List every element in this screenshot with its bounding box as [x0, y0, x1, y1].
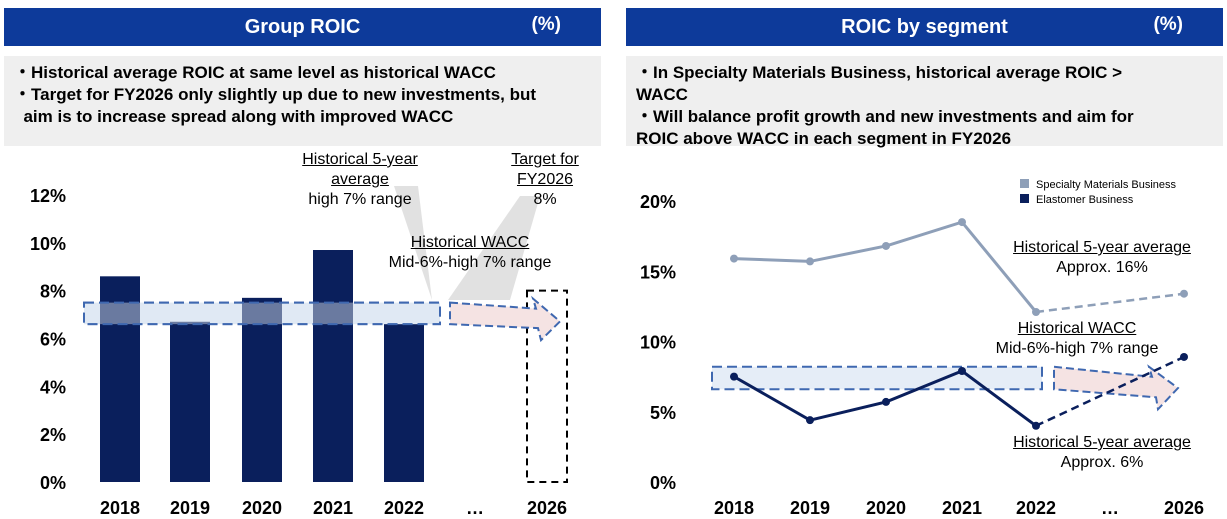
x-tick-label: 2021	[942, 498, 982, 518]
x-tick-label: 2020	[242, 498, 282, 518]
bar	[242, 297, 282, 482]
right-elastomer-avg-annotation: Historical 5-year average Approx. 6%	[982, 433, 1222, 473]
data-point	[1180, 289, 1188, 298]
y-tick-label: 2%	[40, 425, 66, 445]
segment-roic-title: ROIC by segment	[841, 16, 1008, 38]
data-point	[806, 416, 814, 425]
y-tick-label: 10%	[30, 234, 66, 254]
callout-pointer	[448, 196, 540, 300]
wacc-band	[711, 365, 1043, 391]
data-point	[730, 372, 738, 381]
callout-pointer	[394, 186, 432, 300]
y-tick-label: 0%	[40, 473, 66, 493]
y-tick-label: 10%	[640, 333, 676, 353]
bar	[100, 276, 140, 482]
x-tick-label: 2026	[1164, 498, 1204, 518]
y-tick-label: 6%	[40, 330, 66, 350]
y-tick-label: 8%	[40, 282, 66, 302]
x-tick-label: 2020	[866, 498, 906, 518]
data-point	[1180, 352, 1188, 361]
summary-bullet: ・In Specialty Materials Business, histor…	[636, 63, 1123, 104]
annot-text: Mid-6%-high 7% range	[995, 340, 1159, 357]
group-roic-title: Group ROIC	[244, 16, 361, 38]
annot-text: Historical 5-year average	[1013, 239, 1191, 256]
data-point	[730, 254, 738, 263]
target-bar	[526, 289, 568, 483]
data-point	[882, 241, 890, 250]
data-point	[882, 397, 890, 406]
annot-text: average	[331, 171, 389, 188]
segment-roic-panel: ROIC by segment (%) ・In Specialty Materi…	[622, 0, 1227, 519]
bar	[170, 321, 210, 482]
x-tick-label: 2018	[714, 498, 754, 518]
legend-swatch	[1020, 194, 1029, 203]
segment-roic-unit: (%)	[1153, 14, 1183, 35]
group-roic-chart: 0% 2% 4% 6% 8% 10% 12% 2018 2019 2020 2021 2022 … 202…	[30, 186, 568, 518]
x-tick-label: 2019	[170, 498, 210, 518]
segment-roic-summary: ・In Specialty Materials Business, histor…	[626, 56, 1223, 148]
segment-roic-chart: 0% 5% 10% 15% 20% Specialty Materials Busines…	[640, 179, 1204, 518]
trend-arrow	[449, 295, 562, 343]
legend-label: Specialty Materials Business	[1036, 179, 1177, 191]
y-tick-label: 5%	[650, 403, 676, 423]
x-tick-label: 2026	[527, 498, 567, 518]
wacc-band-overlay	[83, 301, 441, 326]
legend-swatch	[1020, 179, 1029, 188]
annot-text: Mid-6%-high 7% range	[388, 254, 552, 271]
summary-bullet: ・Historical average ROIC at same level a…	[14, 63, 496, 82]
annot-text: Target for	[511, 151, 579, 168]
x-tick-label: 2022	[384, 498, 424, 518]
summary-bullet: ・Target for FY2026 only slightly up due …	[14, 85, 537, 126]
x-tick-label: 2019	[790, 498, 830, 518]
data-point	[1032, 307, 1040, 316]
data-point	[806, 257, 814, 266]
bar	[384, 324, 424, 482]
left-wacc-annotation: Historical WACC Mid-6%-high 7% range	[370, 233, 570, 273]
annot-text: FY2026	[516, 171, 574, 188]
summary-bullet: ・Will balance profit growth and new inve…	[636, 107, 1134, 148]
x-tick-label: 2018	[100, 498, 140, 518]
y-tick-label: 0%	[650, 473, 676, 493]
annot-text: Historical WACC	[1017, 320, 1137, 337]
annot-text: high 7% range	[308, 191, 412, 208]
legend-label: Elastomer Business	[1036, 194, 1134, 206]
annot-text: Approx. 16%	[1056, 259, 1148, 276]
y-tick-label: 4%	[40, 377, 66, 397]
annot-text: Historical 5-year	[302, 151, 418, 168]
annot-text: Approx. 6%	[1060, 454, 1144, 471]
group-roic-header: Group ROIC (%)	[4, 8, 601, 46]
left-target-annotation: Target for FY2026 8%	[490, 150, 600, 210]
data-point	[1032, 421, 1040, 430]
data-point	[958, 218, 966, 227]
annot-text: Historical 5-year average	[1013, 434, 1191, 451]
series-projection-line	[1035, 355, 1185, 427]
group-roic-summary: ・Historical average ROIC at same level a…	[4, 56, 601, 146]
x-tick-label: …	[466, 498, 484, 518]
x-tick-label: 2022	[1016, 498, 1056, 518]
annot-text: Historical WACC	[410, 234, 530, 251]
right-wacc-annotation: Historical WACC Mid-6%-high 7% range	[972, 319, 1182, 359]
group-roic-panel: Group ROIC (%) ・Historical average ROIC …	[0, 0, 605, 519]
trend-arrow	[1053, 364, 1180, 412]
group-roic-unit: (%)	[531, 14, 561, 35]
series-projection-line	[1035, 292, 1185, 314]
segment-roic-header: ROIC by segment (%)	[626, 8, 1223, 46]
data-point	[958, 367, 966, 376]
y-tick-label: 15%	[640, 262, 676, 282]
left-avg-annotation: Historical 5-year average high 7% range	[270, 150, 450, 210]
annot-text: 8%	[533, 191, 557, 208]
bar	[313, 250, 353, 482]
right-specialty-avg-annotation: Historical 5-year average Approx. 16%	[982, 238, 1222, 278]
x-tick-label: 2021	[313, 498, 353, 518]
y-tick-label: 20%	[640, 192, 676, 212]
x-tick-label: …	[1101, 498, 1119, 518]
y-tick-label: 12%	[30, 186, 66, 206]
